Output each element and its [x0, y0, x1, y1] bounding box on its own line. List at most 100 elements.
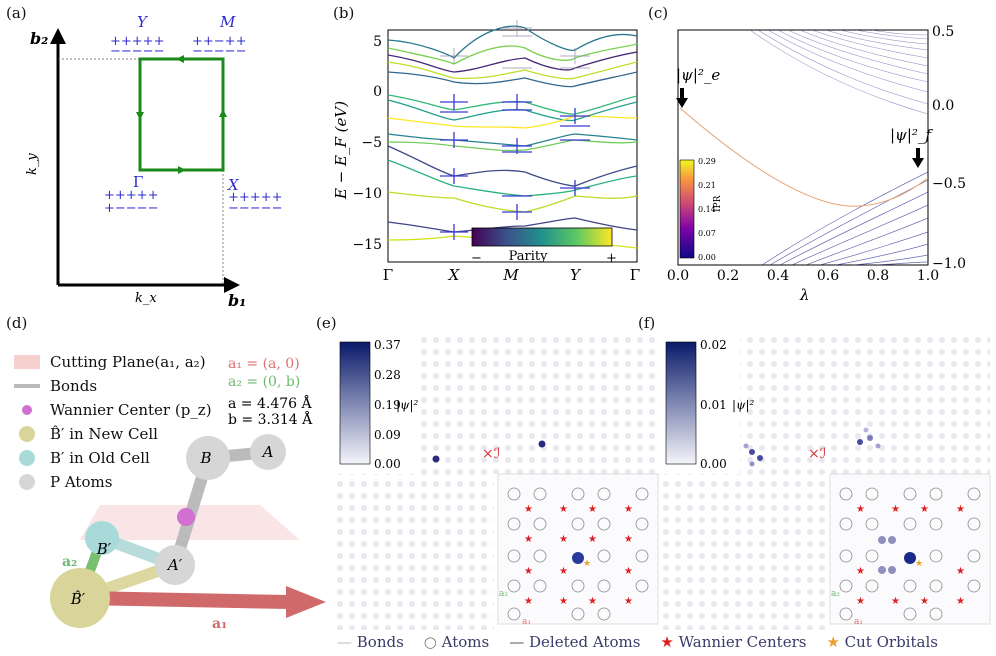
svg-text:0.8: 0.8 — [867, 268, 889, 284]
svg-text:0.2: 0.2 — [717, 268, 739, 284]
svg-text:a₁: a₁ — [212, 616, 227, 632]
svg-text:★: ★ — [559, 534, 568, 545]
svg-text:λ: λ — [799, 286, 810, 304]
svg-text:0.00: 0.00 — [374, 457, 401, 471]
svg-text:A′: A′ — [166, 556, 183, 574]
svg-text:★: ★ — [559, 504, 568, 515]
svg-text:★: ★ — [559, 596, 568, 607]
band-structure-panel: 5 0 −5 −10 −15 Γ X M Y Γ E − E_F (eV) Pa… — [332, 20, 640, 284]
svg-text:B′: B′ — [96, 540, 112, 558]
b1-label: b₁ — [228, 291, 246, 310]
svg-text:★: ★ — [856, 504, 865, 515]
svg-text:★: ★ — [956, 566, 965, 577]
svg-text:0.28: 0.28 — [374, 368, 401, 382]
atomic-schematic: a₁ = (a, 0) a₂ = (0, b) a = 4.476 Å b = … — [50, 356, 326, 632]
svg-text:0.19: 0.19 — [374, 398, 401, 412]
svg-text:a = 4.476 Å: a = 4.476 Å — [228, 394, 313, 412]
svg-text:Parity: Parity — [509, 249, 549, 264]
b1-arrowhead — [224, 277, 240, 293]
svg-text:−1.0: −1.0 — [932, 256, 966, 272]
svg-text:★: ★ — [891, 596, 900, 607]
svg-text:0.29: 0.29 — [698, 157, 716, 166]
svg-text:a₂: a₂ — [831, 589, 840, 599]
svg-text:0: 0 — [373, 84, 382, 100]
svg-text:−−−−−: −−−−− — [110, 44, 164, 59]
svg-text:B: B — [199, 449, 211, 467]
svg-text:0.6: 0.6 — [817, 268, 839, 284]
brillouin-zone-panel: b₂ b₁ k_y k_x Y M Γ X +++++ −−−−− ++−++ … — [25, 13, 282, 310]
svg-text:0.00: 0.00 — [698, 253, 716, 262]
svg-text:★: ★ — [856, 566, 865, 577]
svg-text:★: ★ — [891, 504, 900, 515]
svg-text:Γ: Γ — [630, 266, 640, 284]
point-M: M — [219, 13, 236, 31]
svg-text:|ψ|²: |ψ|² — [732, 398, 754, 412]
svg-text:★: ★ — [588, 504, 597, 515]
svg-text:0.01: 0.01 — [700, 398, 727, 412]
svg-text:0.02: 0.02 — [700, 338, 727, 352]
svg-text:A: A — [261, 443, 274, 461]
svg-text:1.0: 1.0 — [917, 268, 939, 284]
svg-text:X: X — [448, 266, 461, 284]
e-colorbar — [339, 341, 371, 465]
svg-text:★: ★ — [624, 534, 633, 545]
svg-text:★: ★ — [524, 596, 533, 607]
svg-text:★: ★ — [624, 596, 633, 607]
map-legend: — Bonds ○ Atoms — Deleted Atoms ★ Wannie… — [337, 633, 938, 651]
svg-text:0.00: 0.00 — [700, 457, 727, 471]
svg-text:★: ★ — [583, 559, 591, 569]
svg-text:+−−−−: +−−−− — [104, 201, 158, 216]
svg-text:★: ★ — [524, 534, 533, 545]
panel-label-f: (f) — [638, 314, 656, 332]
svg-text:a₁: a₁ — [522, 617, 531, 627]
parity-colorbar — [471, 227, 613, 247]
svg-text:−15: −15 — [352, 237, 382, 253]
f-colorbar — [665, 341, 697, 465]
svg-text:0.0: 0.0 — [667, 268, 689, 284]
svg-text:Γ: Γ — [383, 266, 393, 284]
wavefunction-map-e: 0.37 0.28 0.19 0.09 0.00 |ψ|² ×ℐ ★ ★ ★ ★ ★ ★… — [334, 334, 659, 630]
svg-text:a₁ = (a, 0): a₁ = (a, 0) — [228, 356, 300, 372]
svg-text:★: ★ — [956, 504, 965, 515]
svg-text:0.07: 0.07 — [698, 229, 716, 238]
svg-text:|ψ|²: |ψ|² — [396, 398, 418, 412]
svg-text:IPR: IPR — [713, 195, 723, 212]
psi-f-label: |ψ|²_f — [890, 126, 933, 144]
svg-text:★: ★ — [920, 596, 929, 607]
svg-text:M: M — [502, 266, 519, 284]
svg-text:++−++: ++−++ — [192, 34, 246, 49]
svg-text:0.09: 0.09 — [374, 428, 401, 442]
b2-arrowhead — [50, 28, 66, 44]
svg-text:a₂: a₂ — [62, 554, 77, 570]
svg-text:0.4: 0.4 — [767, 268, 789, 284]
ky-label: k_y — [25, 153, 40, 175]
k-path-loop — [138, 57, 225, 172]
svg-text:0.5: 0.5 — [932, 24, 954, 40]
svg-text:★: ★ — [588, 534, 597, 545]
svg-text:0.37: 0.37 — [374, 338, 401, 352]
svg-text:Y: Y — [570, 266, 582, 284]
svg-text:−: − — [471, 251, 482, 266]
point-Y: Y — [137, 13, 149, 31]
svg-text:×ℐ: ×ℐ — [808, 446, 827, 462]
svg-text:−−−−−: −−−−− — [228, 201, 282, 216]
svg-text:★: ★ — [524, 504, 533, 515]
svg-text:★: ★ — [588, 596, 597, 607]
svg-text:−0.5: −0.5 — [932, 176, 966, 192]
spectral-flow-panel: 0.0 0.2 0.4 0.6 0.8 1.0 λ 0.5 0.0 −0.5 −… — [667, 24, 966, 304]
ipr-colorbar — [679, 159, 695, 259]
svg-text:★: ★ — [915, 559, 923, 569]
svg-text:b = 3.314 Å: b = 3.314 Å — [228, 410, 313, 428]
schematic-legend: Cutting Plane(a₁, a₂) Bonds Wannier Cent… — [14, 350, 229, 494]
kx-label: k_x — [135, 291, 157, 306]
psi-e-label: |ψ|²_e — [676, 66, 720, 84]
b-ylabel: E − E_F (eV) — [332, 101, 350, 200]
panel-label-c: (c) — [648, 4, 669, 22]
svg-text:−−−−−: −−−−− — [192, 44, 246, 59]
panel-label-b: (b) — [333, 4, 355, 22]
svg-text:−5: −5 — [361, 135, 382, 151]
svg-text:★: ★ — [920, 504, 929, 515]
svg-text:0.21: 0.21 — [698, 181, 716, 190]
svg-text:0.14: 0.14 — [698, 205, 716, 214]
svg-text:+++++: +++++ — [104, 188, 158, 203]
